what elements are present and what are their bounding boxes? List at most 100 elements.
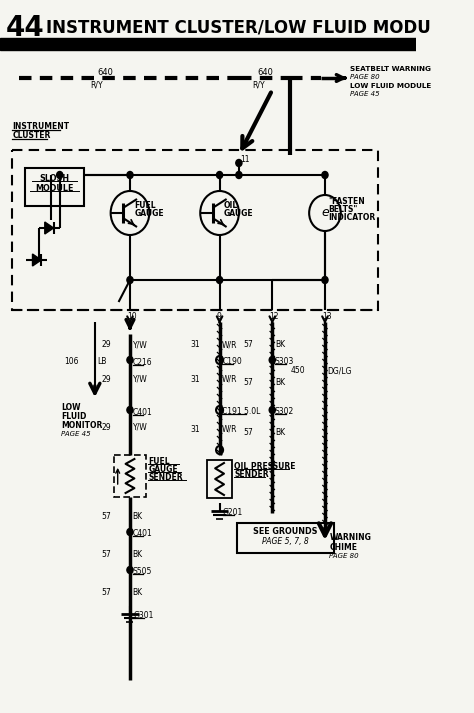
Text: LOW FLUID MODULE: LOW FLUID MODULE bbox=[349, 83, 431, 89]
Text: BK: BK bbox=[275, 340, 285, 349]
Text: S303: S303 bbox=[275, 357, 294, 366]
Text: R/Y: R/Y bbox=[91, 80, 103, 89]
Text: 29: 29 bbox=[101, 423, 110, 432]
Text: 640: 640 bbox=[257, 68, 273, 77]
Text: INSTRUMENT: INSTRUMENT bbox=[12, 122, 69, 131]
Text: e: e bbox=[321, 207, 329, 220]
Text: 29: 29 bbox=[101, 375, 110, 384]
Text: GAUGE: GAUGE bbox=[134, 209, 164, 218]
Text: 10: 10 bbox=[128, 312, 137, 321]
Circle shape bbox=[127, 567, 133, 573]
Text: PAGE 45: PAGE 45 bbox=[349, 91, 379, 97]
Text: 44: 44 bbox=[5, 14, 44, 42]
Text: BK: BK bbox=[275, 428, 285, 437]
Text: MODULE: MODULE bbox=[35, 184, 73, 193]
Text: R/Y: R/Y bbox=[252, 80, 264, 89]
Bar bbox=[237, 523, 334, 553]
Circle shape bbox=[236, 172, 242, 178]
Circle shape bbox=[127, 356, 133, 364]
Text: SLOSH: SLOSH bbox=[39, 174, 70, 183]
Text: DG/LG: DG/LG bbox=[328, 366, 352, 375]
Text: W/R: W/R bbox=[222, 425, 237, 434]
Text: C216: C216 bbox=[133, 358, 152, 367]
Text: C401: C401 bbox=[133, 408, 152, 417]
Text: 640: 640 bbox=[98, 68, 113, 77]
Text: G301: G301 bbox=[134, 611, 154, 620]
Text: CHIME: CHIME bbox=[329, 543, 357, 552]
Text: BK: BK bbox=[133, 512, 143, 521]
Text: 9: 9 bbox=[217, 312, 222, 321]
Circle shape bbox=[127, 172, 133, 178]
Text: WARNING: WARNING bbox=[329, 533, 371, 542]
Text: 31: 31 bbox=[191, 375, 200, 384]
Bar bbox=[0, 38, 416, 50]
Text: INDICATOR: INDICATOR bbox=[328, 213, 376, 222]
Circle shape bbox=[127, 528, 133, 535]
Text: 12: 12 bbox=[270, 312, 279, 321]
Text: Y/W: Y/W bbox=[133, 340, 147, 349]
Circle shape bbox=[217, 277, 223, 284]
Text: BELTS": BELTS" bbox=[328, 205, 358, 214]
Text: 57: 57 bbox=[243, 428, 253, 437]
Text: CLUSTER: CLUSTER bbox=[12, 131, 51, 140]
Polygon shape bbox=[45, 222, 54, 234]
Text: FLUID: FLUID bbox=[62, 412, 87, 421]
Text: 57: 57 bbox=[101, 588, 110, 597]
Text: LOW: LOW bbox=[62, 403, 81, 412]
Bar bbox=[12, 150, 378, 310]
Text: SEE GROUNDS: SEE GROUNDS bbox=[253, 527, 318, 536]
Text: "FASTEN: "FASTEN bbox=[328, 197, 365, 206]
Text: PAGE 80: PAGE 80 bbox=[349, 74, 379, 80]
Circle shape bbox=[127, 406, 133, 414]
Text: BK: BK bbox=[275, 378, 285, 387]
Circle shape bbox=[57, 172, 63, 178]
Text: PAGE 45: PAGE 45 bbox=[62, 431, 91, 437]
Text: 57: 57 bbox=[243, 378, 253, 387]
Text: GAUGE: GAUGE bbox=[148, 465, 178, 474]
Text: SENDER: SENDER bbox=[235, 470, 269, 479]
Bar bbox=[114, 455, 146, 497]
Text: S302: S302 bbox=[275, 407, 294, 416]
Text: PAGE 80: PAGE 80 bbox=[329, 553, 359, 559]
Bar bbox=[207, 460, 232, 498]
Text: W/R: W/R bbox=[222, 340, 237, 349]
Text: SEATBELT WARNING: SEATBELT WARNING bbox=[349, 66, 430, 72]
Text: W/R: W/R bbox=[222, 375, 237, 384]
Text: MONITOR: MONITOR bbox=[62, 421, 103, 430]
Circle shape bbox=[269, 406, 275, 414]
Circle shape bbox=[127, 277, 133, 284]
Text: FUEL: FUEL bbox=[134, 201, 156, 210]
Text: 13: 13 bbox=[322, 312, 332, 321]
Polygon shape bbox=[33, 254, 41, 266]
Text: 11: 11 bbox=[241, 155, 250, 164]
Circle shape bbox=[322, 172, 328, 178]
Text: Y/W: Y/W bbox=[133, 375, 147, 384]
Text: 106: 106 bbox=[64, 357, 79, 366]
Text: 29: 29 bbox=[101, 340, 110, 349]
Text: PAGE 5, 7, 8: PAGE 5, 7, 8 bbox=[262, 537, 309, 546]
Text: FUEL: FUEL bbox=[148, 457, 170, 466]
Text: Y/W: Y/W bbox=[133, 423, 147, 432]
Text: LB: LB bbox=[98, 357, 107, 366]
Circle shape bbox=[236, 160, 242, 167]
Text: G201: G201 bbox=[223, 508, 243, 517]
Text: OIL: OIL bbox=[224, 201, 238, 210]
Circle shape bbox=[217, 172, 223, 178]
Text: 57: 57 bbox=[101, 512, 110, 521]
Text: C190: C190 bbox=[222, 357, 242, 366]
Circle shape bbox=[322, 277, 328, 284]
Text: C401: C401 bbox=[133, 529, 152, 538]
Text: GAUGE: GAUGE bbox=[224, 209, 254, 218]
Text: BK: BK bbox=[133, 588, 143, 597]
Text: 31: 31 bbox=[191, 340, 200, 349]
Text: INSTRUMENT CLUSTER/LOW FLUID MODU: INSTRUMENT CLUSTER/LOW FLUID MODU bbox=[46, 19, 430, 37]
Text: 31: 31 bbox=[191, 425, 200, 434]
Text: 450: 450 bbox=[291, 366, 306, 375]
Circle shape bbox=[269, 356, 275, 364]
Text: SENDER: SENDER bbox=[148, 473, 183, 482]
Text: 57: 57 bbox=[101, 550, 110, 559]
Text: 57: 57 bbox=[243, 340, 253, 349]
Text: OIL PRESSURE: OIL PRESSURE bbox=[235, 462, 296, 471]
Text: S505: S505 bbox=[133, 567, 152, 576]
Bar bbox=[25, 168, 84, 206]
